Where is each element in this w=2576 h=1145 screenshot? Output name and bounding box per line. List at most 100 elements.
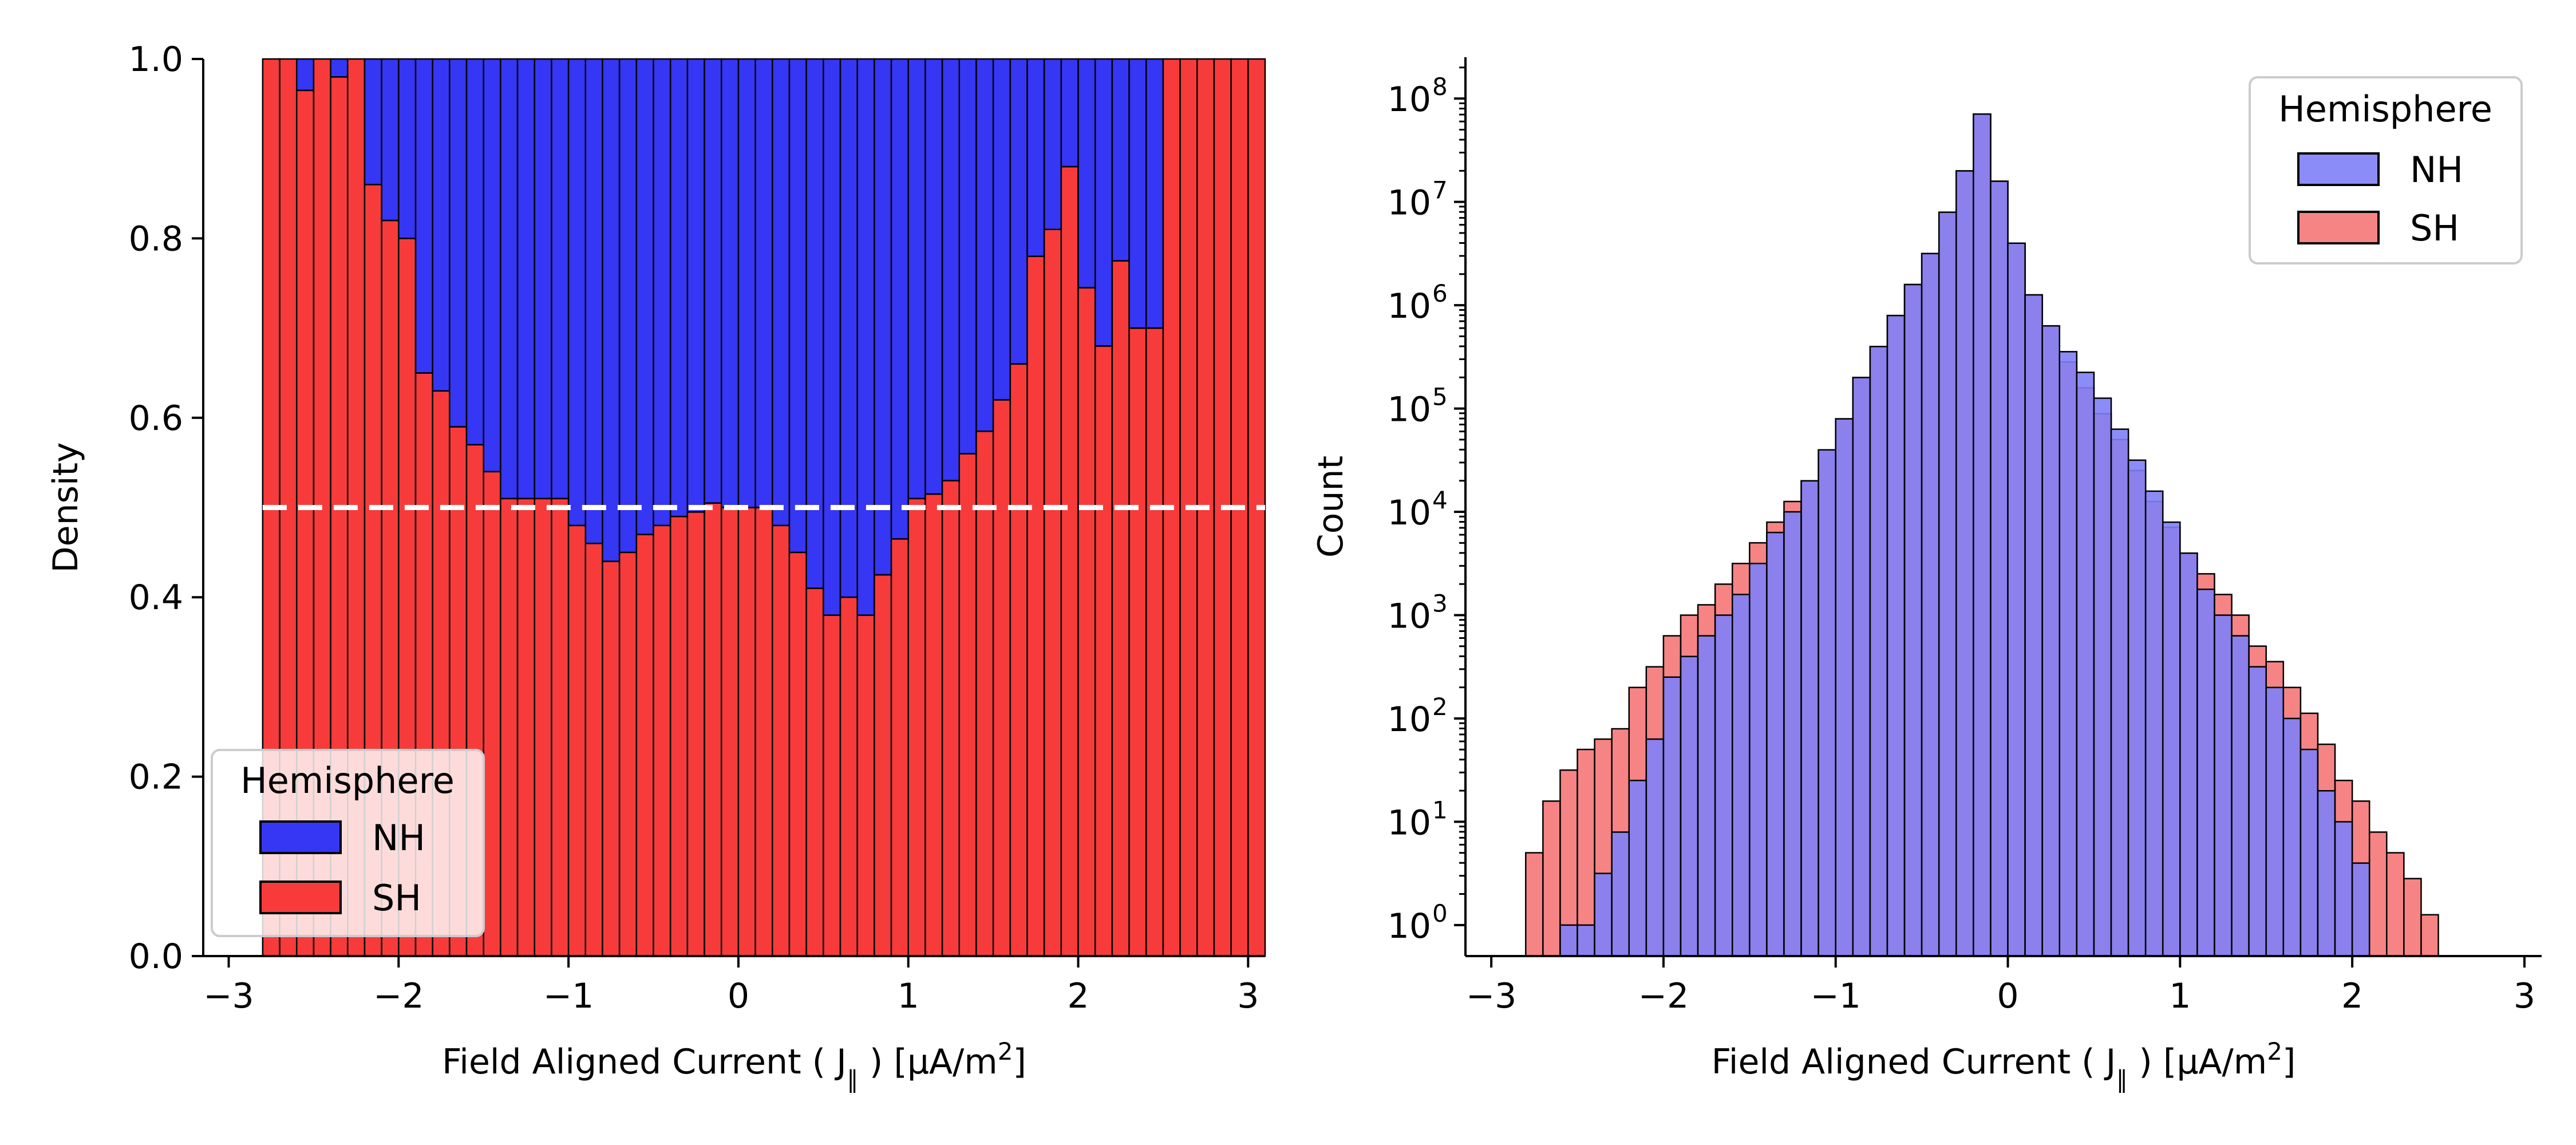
bar-nh [1128,58,1147,329]
bar-nh [1077,58,1096,289]
bar-sh [635,534,654,957]
bar-nh [720,58,740,508]
bar-nh [1818,449,1836,957]
bar-nh [874,58,892,576]
left-x-tick-label: 2 [1067,976,1089,1016]
bar-nh [1577,924,1595,957]
bar-sh [534,498,552,957]
left-xlabel-sup: 2 [998,1037,1013,1065]
left-density-chart: −3 −2 −1 0 1 2 3 0.0 0.2 0.4 0.6 0.8 1.0 Density Fie… [46,40,1266,1093]
bar-nh [823,58,841,616]
bar-nh [1594,872,1613,957]
bar-nh [1903,283,1923,957]
right-y-tick-exponent: 5 [1432,383,1448,411]
right-y-tick-label: 10 [1388,596,1431,636]
bar-nh [924,58,943,495]
right-y-tick-label: 10 [1388,493,1431,533]
bar-sh [567,524,587,957]
left-y-tick-label: 0.0 [129,937,183,977]
right-y-tick-label: 10 [1388,183,1431,223]
bar-sh [737,507,756,957]
bar-nh [2196,589,2215,957]
bar-sh [1128,327,1147,957]
bar-nh [1094,58,1113,347]
bar-nh [2076,372,2095,957]
bar-nh [1783,511,1802,957]
left-x-tick-label: 3 [1237,976,1259,1016]
bar-nh [398,58,417,239]
bar-sh [2403,878,2422,957]
right-y-tick-label: 10 [1388,390,1431,430]
left-x-tick-label: −1 [543,976,594,1016]
bar-sh [788,551,807,957]
bar-nh [2214,614,2233,957]
bar-sh [1060,165,1079,957]
right-xlabel-sub: ∥ [2116,1065,2128,1093]
bar-nh [534,58,552,500]
bar-nh [737,58,756,508]
bar-nh [958,58,977,455]
bar-sh [2420,914,2439,957]
right-legend-nh-label: NH [2410,149,2463,191]
bar-nh [788,58,807,554]
bar-nh [2248,666,2267,957]
bar-nh [2041,325,2061,957]
bar-sh [1026,255,1045,957]
left-legend: Hemisphere NH SH [211,749,485,937]
bar-nh [1026,58,1045,257]
bar-sh [823,614,841,957]
bar-sh [1094,345,1113,957]
bar-sh [975,431,994,957]
bar-nh [839,58,858,598]
bar-sh [839,596,858,957]
bar-sh [958,453,977,957]
left-legend-title: Hemisphere [240,760,455,802]
bar-nh [2317,790,2336,957]
bar-nh [772,58,791,527]
bar-nh [686,58,705,513]
bar-nh [2282,717,2302,957]
left-legend-nh-swatch [259,820,342,854]
bar-nh [992,58,1012,401]
bar-nh [1955,170,1974,957]
bar-sh [500,498,519,957]
bar-nh [907,58,926,500]
bar-nh [1835,418,1854,957]
left-y-tick-label: 1.0 [129,40,183,80]
right-xlabel-main: Field Aligned Current ( J [1712,1042,2116,1082]
bar-nh [2110,428,2129,957]
bar-nh [2007,242,2026,957]
bar-sh [856,614,875,957]
bar-nh [330,58,349,78]
right-y-tick-label: 10 [1388,803,1431,843]
bar-sh [941,480,961,957]
bar-sh [686,511,705,957]
bar-sh [704,502,722,957]
right-legend-sh-swatch [2297,211,2380,244]
bar-nh [1043,58,1062,230]
bar-nh [2024,294,2043,957]
left-x-tick-label: 0 [728,976,749,1016]
bar-nh [1749,563,1768,957]
right-y-tick-exponent: 2 [1432,693,1448,721]
bar-nh [2300,748,2319,957]
right-y-tick-exponent: 1 [1432,796,1448,824]
bar-nh [2127,459,2147,957]
bar-sh [805,587,824,957]
bar-nh [2334,821,2353,957]
bar-nh [1662,676,1682,957]
bar-nh [635,58,654,535]
bar-sh [907,498,926,957]
bar-nh [1714,614,1733,957]
right-y-tick-exponent: 0 [1432,899,1448,927]
bar-nh [618,58,638,554]
bar-nh [890,58,909,540]
left-legend-sh-label: SH [372,877,421,919]
bar-sh [874,574,892,957]
right-x-axis-label: Field Aligned Current ( J∥ ) [μA/m2] [1712,1037,2296,1093]
bar-sh [1525,852,1544,957]
right-y-tick-exponent: 8 [1432,73,1448,101]
bar-sh [602,560,621,957]
